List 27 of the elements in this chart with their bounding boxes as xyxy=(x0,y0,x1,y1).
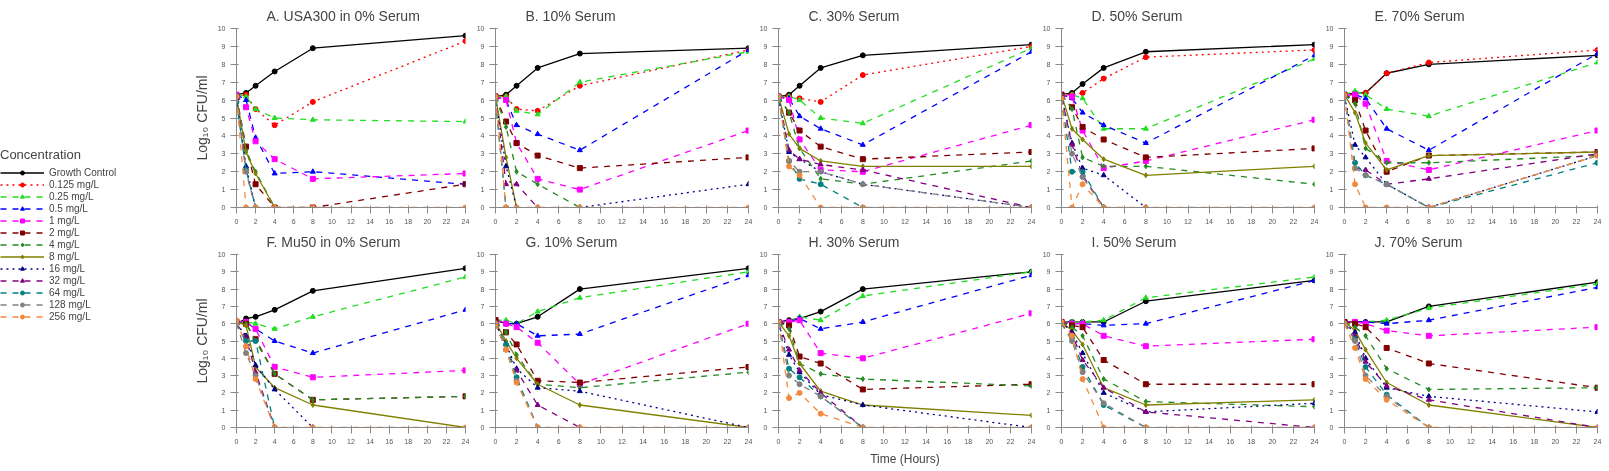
legend-title: Concentration xyxy=(0,146,82,162)
legend-label: 0.5 mg/L xyxy=(49,202,88,214)
chart-title: G. 10% Serum xyxy=(525,233,618,250)
legend-label: 32 mg/L xyxy=(49,274,86,286)
y-axis-title: Log₁₀ CFU/ml xyxy=(193,298,210,384)
chart-title: I. 50% Serum xyxy=(1091,233,1177,250)
legend-label: 8 mg/L xyxy=(49,250,80,262)
chart-title: A. USA300 in 0% Serum xyxy=(266,7,420,24)
legend-label: 16 mg/L xyxy=(49,262,86,274)
legend-label: 128 mg/L xyxy=(49,298,91,310)
legend-label: Growth Control xyxy=(49,166,117,178)
legend-label: 2 mg/L xyxy=(49,226,80,238)
y-axis-title: Log₁₀ CFU/ml xyxy=(193,75,210,161)
legend-label: 0.25 mg/L xyxy=(49,190,94,202)
legend-label: 0.125 mg/L xyxy=(49,178,100,190)
chart-title: J. 70% Serum xyxy=(1374,233,1463,250)
chart-title: E. 70% Serum xyxy=(1374,7,1465,24)
chart-title: H. 30% Serum xyxy=(808,233,900,250)
chart-title: C. 30% Serum xyxy=(808,7,900,24)
chart-title: F. Mu50 in 0% Serum xyxy=(266,233,401,250)
legend-label: 4 mg/L xyxy=(49,238,80,250)
legend-label: 64 mg/L xyxy=(49,286,86,298)
x-axis-title: Time (Hours) xyxy=(870,451,940,466)
chart-title: B. 10% Serum xyxy=(525,7,616,24)
chart-title: D. 50% Serum xyxy=(1091,7,1183,24)
legend-label: 1 mg/L xyxy=(49,214,80,226)
legend-label: 256 mg/L xyxy=(49,310,91,322)
